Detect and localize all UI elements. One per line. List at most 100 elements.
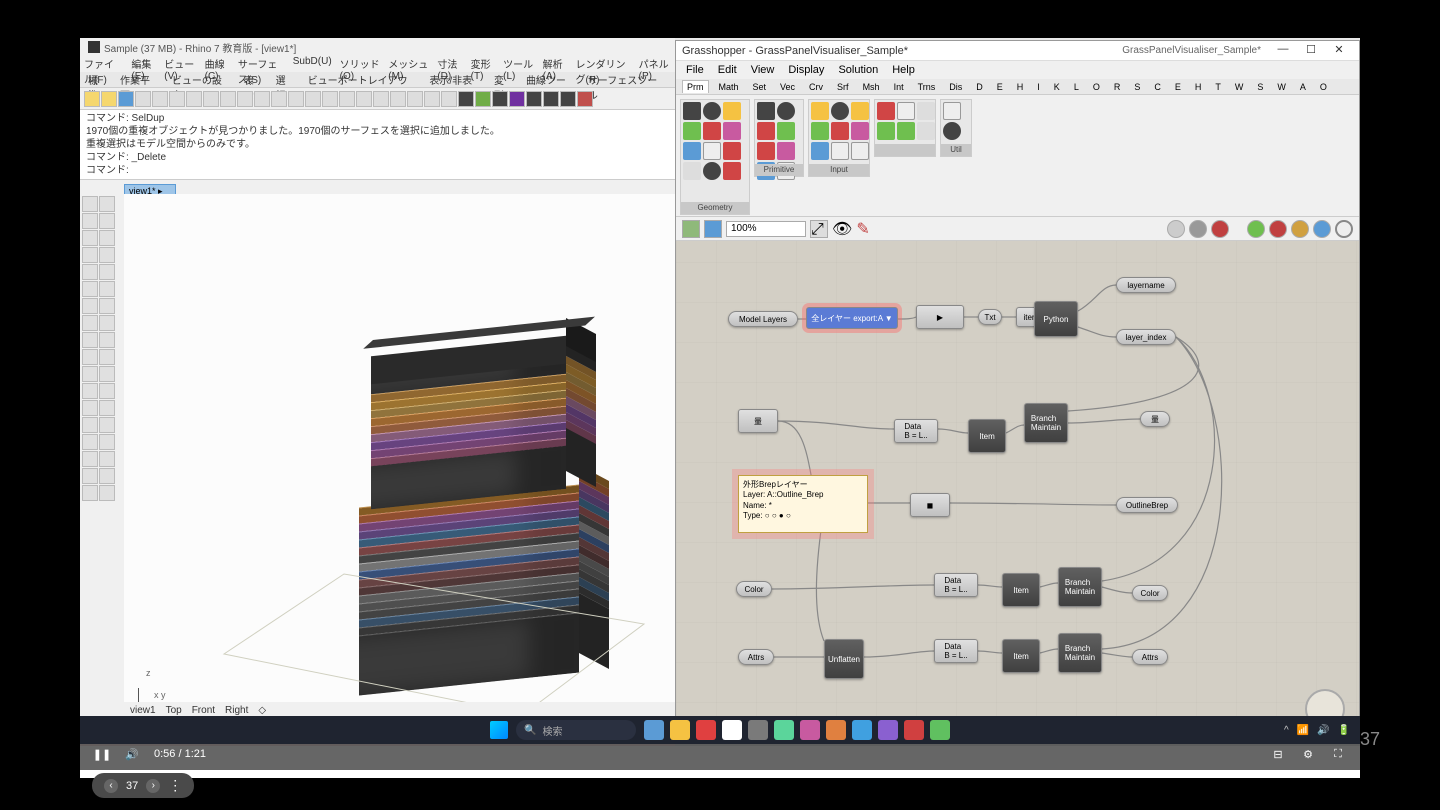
menu-item[interactable]: ファイル(F)	[84, 56, 123, 72]
tray-chevron-icon[interactable]: ^	[1284, 725, 1289, 736]
tool-tab[interactable]: ビューポートレイアウト	[308, 72, 418, 87]
gh-canvas-toolbar[interactable]: ⤢ 👁 ✎	[676, 217, 1359, 241]
gh-panel[interactable]: 外形BrepレイヤーLayer: A::Outline_BrepName: *T…	[738, 475, 868, 533]
toolbar-icon[interactable]	[288, 91, 304, 107]
side-tool-icon[interactable]	[99, 332, 115, 348]
toolbar-icon[interactable]	[509, 91, 525, 107]
component-icon[interactable]	[851, 122, 869, 140]
zoom-extents-icon[interactable]: ⤢	[810, 220, 828, 238]
side-tool-icon[interactable]	[99, 264, 115, 280]
side-tool-icon[interactable]	[99, 417, 115, 433]
gh-node-layername[interactable]: layername	[1116, 277, 1176, 293]
taskbar-app-icon[interactable]	[800, 720, 820, 740]
gh-node-branch1[interactable]: BranchMaintain	[1024, 403, 1068, 443]
gh-tab[interactable]: Prm	[682, 80, 709, 93]
tool-tab[interactable]: 作業平面	[120, 72, 160, 87]
maximize-button[interactable]: ☐	[1297, 43, 1325, 59]
tool-tab[interactable]: 変形	[494, 72, 514, 87]
toolbar-icon[interactable]	[305, 91, 321, 107]
gh-node-colorOut[interactable]: Color	[1132, 585, 1168, 601]
side-tool-icon[interactable]	[99, 366, 115, 382]
gh-menu-item[interactable]: File	[686, 64, 704, 76]
fullscreen-icon[interactable]: ⛶	[1330, 746, 1346, 762]
gh-node-valueList[interactable]: 全レイヤー export:A ▼	[806, 307, 898, 329]
taskbar-app-icon[interactable]	[826, 720, 846, 740]
tool-tab[interactable]: 曲線ツール	[526, 72, 576, 87]
canvas-widget-1[interactable]	[1167, 220, 1185, 238]
toolbar-icon[interactable]	[407, 91, 423, 107]
menu-item[interactable]: SubD(U)	[293, 56, 332, 72]
gh-menu-item[interactable]: Display	[788, 64, 824, 76]
toolbar-icon[interactable]	[254, 91, 270, 107]
gh-tab[interactable]: O	[1316, 81, 1331, 93]
component-icon[interactable]	[917, 102, 935, 120]
gh-node-data1[interactable]: DataB = L..	[894, 419, 938, 443]
gh-menu-item[interactable]: View	[751, 64, 775, 76]
toolbar-icon[interactable]	[390, 91, 406, 107]
gh-node-python[interactable]: Python	[1034, 301, 1078, 337]
toolbar-icon[interactable]	[237, 91, 253, 107]
component-icon[interactable]	[777, 102, 795, 120]
toolbar-icon[interactable]	[526, 91, 542, 107]
side-tool-icon[interactable]	[99, 451, 115, 467]
component-icon[interactable]	[703, 122, 721, 140]
side-tool-icon[interactable]	[82, 230, 98, 246]
gh-node-color[interactable]: Color	[736, 581, 772, 597]
gh-component-tabs[interactable]: PrmMathSetVecCrvSrfMshIntTrnsDisDEHIKLOR…	[676, 79, 1359, 95]
gh-menubar[interactable]: FileEditViewDisplaySolutionHelp	[676, 61, 1359, 79]
component-icon[interactable]	[897, 122, 915, 140]
component-icon[interactable]	[703, 102, 721, 120]
gh-node-play[interactable]: ▶	[916, 305, 964, 329]
chip-next-icon[interactable]: ›	[146, 779, 160, 793]
chip-more-icon[interactable]: ⋮	[168, 777, 182, 794]
component-icon[interactable]	[943, 102, 961, 120]
gh-menu-item[interactable]: Edit	[718, 64, 737, 76]
gh-node-attrsOut[interactable]: Attrs	[1132, 649, 1168, 665]
side-tool-icon[interactable]	[99, 230, 115, 246]
canvas-widget-3[interactable]	[1211, 220, 1229, 238]
gh-node-item2[interactable]: Item	[968, 419, 1006, 453]
tool-tab[interactable]: 表示/非表示	[429, 72, 482, 87]
volume-icon[interactable]: 🔊	[124, 746, 140, 762]
side-tool-icon[interactable]	[99, 349, 115, 365]
toolbar-icon[interactable]	[577, 91, 593, 107]
component-icon[interactable]	[831, 102, 849, 120]
menu-item[interactable]: メッシュ(M)	[388, 56, 429, 72]
gh-tab[interactable]: Trns	[914, 81, 940, 93]
taskbar-app-icon[interactable]	[748, 720, 768, 740]
gh-tab[interactable]: Int	[890, 81, 908, 93]
side-tool-icon[interactable]	[82, 434, 98, 450]
gh-tab[interactable]: K	[1050, 81, 1064, 93]
rhino-toolbar[interactable]	[80, 88, 675, 110]
gh-node-txt[interactable]: Txt	[978, 309, 1002, 325]
taskbar-app-icon[interactable]	[852, 720, 872, 740]
component-icon[interactable]	[757, 122, 775, 140]
wifi-icon[interactable]: 📶	[1297, 725, 1309, 736]
side-tool-icon[interactable]	[99, 213, 115, 229]
gh-node-data2[interactable]: DataB = L..	[934, 573, 978, 597]
gh-node-data3[interactable]: DataB = L..	[934, 639, 978, 663]
menu-item[interactable]: 寸法(D)	[437, 56, 462, 72]
sketch-icon[interactable]: ✎	[856, 219, 869, 239]
display-mode-2[interactable]	[1269, 220, 1287, 238]
view-tab-item[interactable]: view1	[130, 705, 156, 716]
side-tool-icon[interactable]	[82, 247, 98, 263]
view-tab-item[interactable]: Top	[166, 705, 182, 716]
side-tool-icon[interactable]	[82, 213, 98, 229]
side-tool-icon[interactable]	[82, 332, 98, 348]
gh-canvas[interactable]: Model Layers全レイヤー export:A ▼▶TxtitemPyth…	[676, 241, 1359, 743]
menu-item[interactable]: 曲線(C)	[205, 56, 230, 72]
tool-tab[interactable]: 標準	[88, 72, 108, 87]
side-tool-icon[interactable]	[82, 298, 98, 314]
toolbar-icon[interactable]	[84, 91, 100, 107]
component-icon[interactable]	[703, 142, 721, 160]
side-tool-icon[interactable]	[82, 349, 98, 365]
gh-tab[interactable]: S	[1253, 81, 1267, 93]
gh-menu-item[interactable]: Help	[892, 64, 915, 76]
toolbar-icon[interactable]	[271, 91, 287, 107]
component-icon[interactable]	[917, 122, 935, 140]
taskbar-search[interactable]: 🔍 検索	[516, 720, 636, 740]
taskbar-app-icon[interactable]	[904, 720, 924, 740]
gh-ribbon[interactable]: GeometryPrimitiveInputUtil	[676, 95, 1359, 217]
side-tool-icon[interactable]	[99, 485, 115, 501]
